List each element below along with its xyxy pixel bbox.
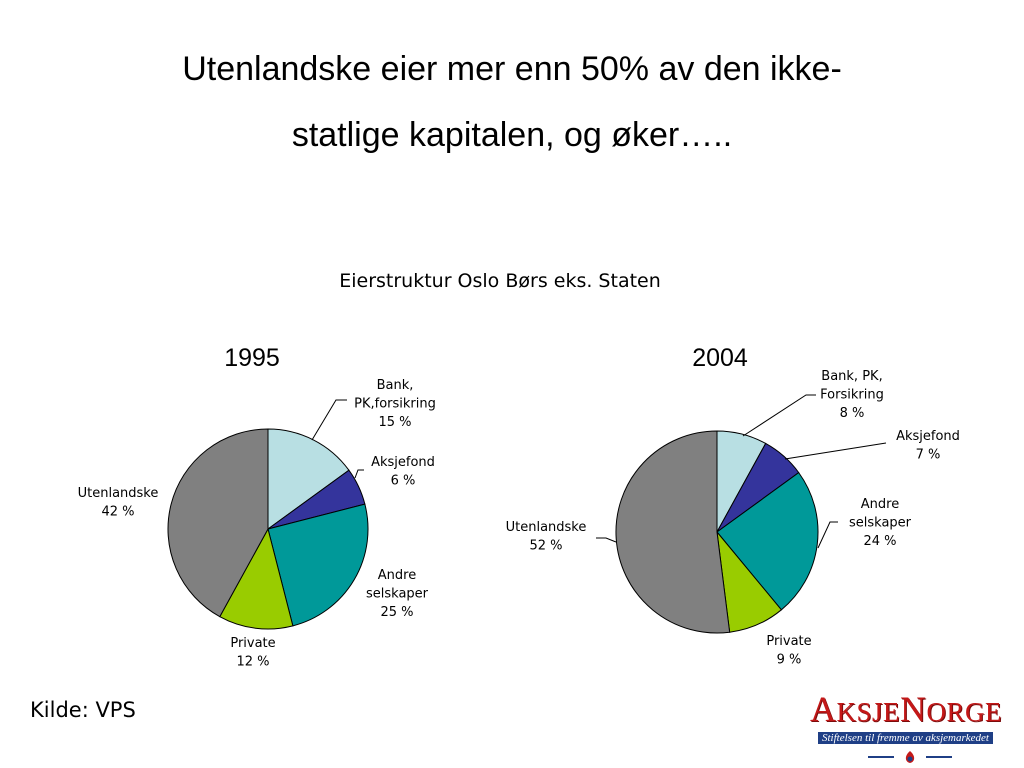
logo-tagline: Stiftelsen til fremme av aksjemarkedet	[818, 732, 993, 744]
pie-slice-bank-pk-forsikring	[267, 428, 350, 530]
pie-slice-andre-selskaper	[267, 503, 369, 627]
pie-year-label: 2004	[692, 344, 748, 372]
slide-title: Utenlandske eier mer enn 50% av den ikke…	[62, 36, 962, 168]
slice-category-label: Forsikring	[820, 388, 884, 403]
slice-value-label: 52 %	[529, 539, 562, 554]
slice-value-label: 12 %	[236, 655, 269, 670]
slice-category-label: Private	[766, 634, 811, 649]
leader-line	[742, 394, 816, 437]
logo-flame-icon	[868, 751, 952, 763]
logo-wordmark: AKSJENORGE	[810, 689, 1003, 729]
slice-category-label: Andre	[861, 497, 899, 512]
slice-category-label: Aksjefond	[896, 429, 960, 444]
chart-title: Eierstruktur Oslo Børs eks. Staten	[339, 270, 661, 292]
slice-category-label: selskaper	[849, 516, 912, 531]
pie-slice-utenlandske	[615, 430, 731, 634]
slice-category-label: Utenlandske	[78, 486, 159, 501]
slice-value-label: 9 %	[777, 653, 802, 668]
slice-category-label: Bank, PK,	[821, 369, 882, 384]
source-note: Kilde: VPS	[30, 698, 136, 722]
aksjenorge-logo: AKSJENORGE Stiftelsen til fremme av aksj…	[806, 688, 1020, 764]
slice-category-label: selskaper	[366, 587, 429, 602]
slice-category-label: Andre	[378, 568, 416, 583]
slice-value-label: 8 %	[840, 406, 865, 421]
slide-title-line-2: statlige kapitalen, og øker…..	[291, 116, 733, 154]
leader-line	[311, 399, 347, 441]
slice-category-label: PK,forsikring	[354, 397, 436, 412]
leader-line	[784, 442, 887, 460]
leader-line	[596, 537, 617, 543]
slice-value-label: 15 %	[378, 415, 411, 430]
slice-value-label: 24 %	[863, 534, 896, 549]
slide-title-line-1: Utenlandske eier mer enn 50% av den ikke…	[182, 50, 842, 88]
slice-category-label: Aksjefond	[371, 455, 435, 470]
pie-year-label: 1995	[224, 344, 280, 372]
slice-value-label: 42 %	[101, 505, 134, 520]
slice-category-label: Bank,	[377, 378, 414, 393]
slice-value-label: 6 %	[391, 474, 416, 489]
pie-slice-utenlandske	[167, 428, 269, 618]
pie-slice-andre-selskaper	[716, 471, 819, 611]
slice-value-label: 25 %	[380, 605, 413, 620]
pie-slice-private	[219, 527, 294, 630]
leader-line	[817, 521, 838, 549]
slice-value-label: 7 %	[916, 448, 941, 463]
slice-category-label: Private	[230, 636, 275, 651]
slice-category-label: Utenlandske	[506, 520, 587, 535]
leader-line	[354, 469, 364, 479]
